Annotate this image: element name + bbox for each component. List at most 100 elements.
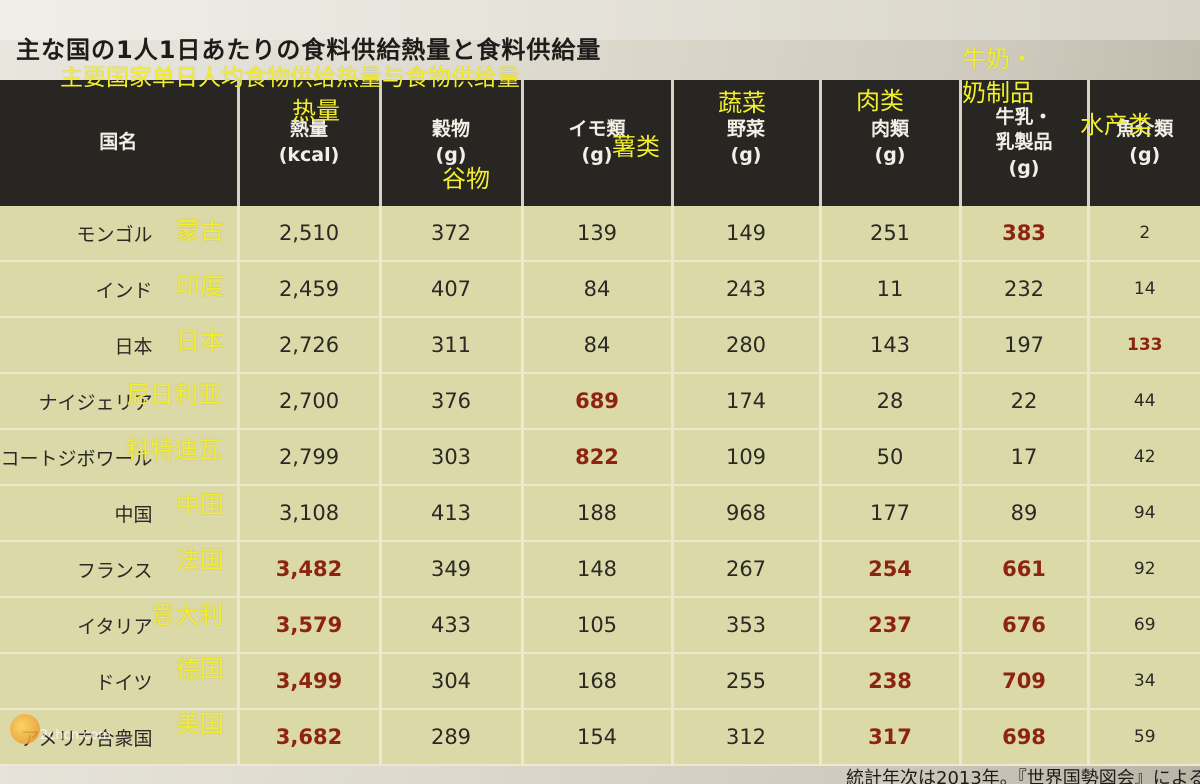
cell-vegetables: 255 [672,653,822,710]
overlay-country-cn: 德国 [176,655,224,684]
cell-vegetables: 149 [672,206,822,262]
overlay-calories: 热量 [292,97,340,125]
food-supply-table: 国名 熱量 (kcal) 穀物 (g) イモ類 (g) 野菜 (g) 肉類 (g) 牛乳・… [0,80,1200,766]
cell-meat: 238 [820,653,962,710]
cell-country: 中国 [0,485,240,542]
header-country: 国名 [0,80,240,206]
cell-meat: 317 [820,709,962,766]
cell-seafood: 44 [1088,373,1200,430]
cell-grains: 303 [380,429,524,486]
cell-potatoes: 188 [522,485,674,542]
header-calories: 熱量 (kcal) [238,80,382,206]
cell-meat: 143 [820,317,962,374]
cell-dairy: 17 [960,429,1090,486]
cell-country: コートジボワール [0,429,240,486]
cell-calories: 2,726 [238,317,382,374]
cell-dairy: 661 [960,541,1090,598]
cell-calories: 2,459 [238,261,382,318]
overlay-country-cn: 科特迪瓦 [126,436,222,465]
cell-seafood: 69 [1088,597,1200,654]
overlay-country-cn: 蒙古 [176,217,224,245]
cell-meat: 50 [820,429,962,486]
table-row: インド 2,459 407 84 243 11 232 14 [0,261,1200,318]
table-body: モンゴル 2,510 372 139 149 251 383 2 インド 2,459 407 84 24… [0,206,1200,766]
overlay-country-cn: 印度 [176,271,224,300]
cell-dairy: 22 [960,373,1090,430]
cell-meat: 177 [820,485,962,542]
cell-grains: 372 [380,206,524,262]
cell-seafood: 94 [1088,485,1200,542]
cell-dairy: 89 [960,485,1090,542]
cell-country: フランス [0,541,240,598]
overlay-grains: 谷物 [442,165,490,193]
cell-seafood: 59 [1088,709,1200,766]
cell-country: インド [0,261,240,318]
cell-country: 日本 [0,317,240,374]
cell-potatoes: 154 [522,709,674,766]
watermark-logo [10,714,40,744]
cell-meat: 251 [820,206,962,262]
cell-seafood: 2 [1088,206,1200,262]
cell-calories: 3,579 [238,597,382,654]
overlay-title-cn: 主要国家单日人均食物供给热量与食物供给量 [60,65,520,91]
cell-calories: 2,799 [238,429,382,486]
cell-calories: 2,700 [238,373,382,430]
cell-vegetables: 968 [672,485,822,542]
cell-dairy: 676 [960,597,1090,654]
cell-grains: 413 [380,485,524,542]
cell-vegetables: 312 [672,709,822,766]
cell-seafood: 92 [1088,541,1200,598]
header-potatoes: イモ類 (g) [522,80,674,206]
cell-country: アメリカ合衆国 [0,709,240,766]
table-row: ナイジェリア 2,700 376 689 174 28 22 44 [0,373,1200,430]
overlay-seafood: 水产类 [1080,111,1152,139]
cell-grains: 376 [380,373,524,430]
footnote: 統計年次は2013年。『世界国勢図会』による [846,768,1200,784]
cell-meat: 11 [820,261,962,318]
table-row: アメリカ合衆国 3,682 289 154 312 317 698 59 [0,709,1200,766]
header-meat: 肉類 (g) [820,80,962,206]
cell-seafood: 14 [1088,261,1200,318]
cell-seafood: 133 [1088,317,1200,374]
overlay-meat: 肉类 [856,87,904,115]
overlay-potatoes: 薯类 [612,133,660,161]
cell-vegetables: 280 [672,317,822,374]
table-row: フランス 3,482 349 148 267 254 661 92 [0,541,1200,598]
cell-calories: 2,510 [238,206,382,262]
header-vegetables: 野菜 (g) [672,80,822,206]
page-title: 主な国の1人1日あたりの食料供給熱量と食料供給量 [16,36,602,64]
cell-dairy: 197 [960,317,1090,374]
table-row: ドイツ 3,499 304 168 255 238 709 34 [0,653,1200,710]
cell-potatoes: 84 [522,261,674,318]
watermark-text: 2chcn.com [40,728,111,743]
overlay-country-cn: 日本 [176,326,224,355]
table-row: コートジボワール 2,799 303 822 109 50 17 42 [0,429,1200,486]
cell-dairy: 232 [960,261,1090,318]
overlay-country-cn: 中国 [176,491,224,519]
header-dairy: 牛乳・ 乳製品 (g) [960,80,1090,206]
cell-potatoes: 822 [522,429,674,486]
cell-potatoes: 148 [522,541,674,598]
overlay-country-cn: 意大利 [151,600,223,629]
cell-grains: 407 [380,261,524,318]
cell-seafood: 42 [1088,429,1200,486]
cell-meat: 237 [820,597,962,654]
overlay-country-cn: 法国 [176,545,224,574]
header-row: 国名 熱量 (kcal) 穀物 (g) イモ類 (g) 野菜 (g) 肉類 (g) 牛乳・… [0,80,1200,206]
cell-dairy: 383 [960,206,1090,262]
cell-seafood: 34 [1088,653,1200,710]
cell-country: モンゴル [0,206,240,262]
overlay-country-cn: 尼日利亚 [126,381,222,410]
cell-potatoes: 168 [522,653,674,710]
cell-calories: 3,108 [238,485,382,542]
table-row: 中国 3,108 413 188 968 177 89 94 [0,485,1200,542]
cell-grains: 433 [380,597,524,654]
table-row: 日本 2,726 311 84 280 143 197 133 [0,317,1200,374]
overlay-vegetables: 蔬菜 [718,89,766,117]
overlay-country-cn: 美国 [176,710,224,739]
cell-potatoes: 689 [522,373,674,430]
cell-meat: 28 [820,373,962,430]
table-row: モンゴル 2,510 372 139 149 251 383 2 [0,206,1200,262]
cell-vegetables: 109 [672,429,822,486]
